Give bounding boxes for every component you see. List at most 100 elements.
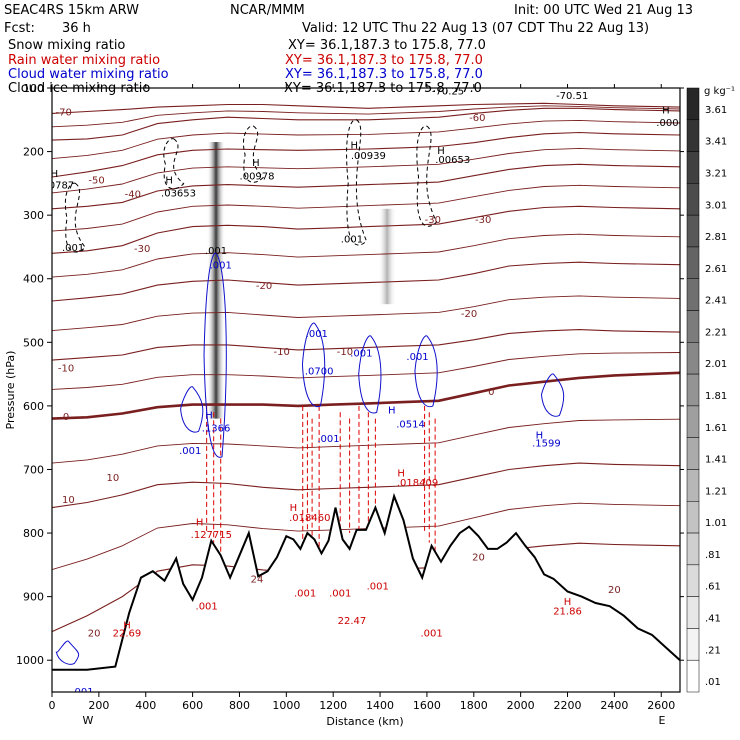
- high-marker: H: [205, 411, 213, 422]
- colorbar-swatch: [686, 437, 700, 470]
- contour-label: 21.86: [553, 606, 582, 617]
- contour-label: -10: [58, 364, 74, 375]
- x-tick-label: 2400: [600, 699, 628, 712]
- contour-label: .00939: [351, 151, 386, 162]
- y-tick-label: 300: [23, 209, 44, 222]
- colorbar-swatch: [686, 628, 700, 661]
- high-marker: H: [290, 503, 298, 514]
- model-title: SEAC4RS 15km ARW: [4, 3, 139, 18]
- contour-label: -70.25: [432, 86, 464, 97]
- contour-label: -10: [273, 347, 289, 358]
- contour-label: .001: [210, 261, 232, 272]
- colorbar-label: .41: [705, 614, 721, 625]
- colorbar-swatch: [686, 119, 700, 152]
- contour-label: -40: [125, 189, 141, 200]
- valid-time: Valid: 12 UTC Thu 22 Aug 13 (07 CDT Thu …: [302, 21, 649, 36]
- x-tick-label: 0: [49, 699, 56, 712]
- contour-label: .001: [306, 329, 328, 340]
- colorbar-label: 3.21: [705, 168, 727, 179]
- x-tick-label: 2000: [507, 699, 535, 712]
- x-tick-label: 1000: [272, 699, 300, 712]
- contour-label: .0514: [396, 420, 425, 431]
- contour-label: -20: [256, 281, 272, 292]
- colorbar-label: 2.81: [705, 232, 727, 243]
- isotherm-line: [52, 163, 680, 210]
- colorbar-swatch: [686, 596, 700, 629]
- x-tick-label: 400: [135, 699, 156, 712]
- isotherm-line: [52, 295, 680, 332]
- x-tick-label: 2200: [554, 699, 582, 712]
- cloud-ice-contour: [243, 125, 265, 183]
- high-marker: H: [536, 430, 544, 441]
- cloud-water-contour: [540, 373, 565, 417]
- field-xy-rain: XY= 36.1,187.3 to 175.8, 77.0: [285, 53, 483, 68]
- isotherm-line: [52, 184, 680, 232]
- isotherm-line: [52, 102, 680, 114]
- colorbar-label: 2.21: [705, 327, 727, 338]
- high-marker: H: [252, 158, 260, 169]
- contour-label: .001: [294, 589, 316, 600]
- colorbar-swatch: [686, 405, 700, 438]
- colorbar-swatch: [686, 659, 700, 693]
- colorbar-label: .01: [705, 677, 721, 688]
- contour-label: -70.51: [556, 91, 588, 102]
- y-tick-label: 100: [23, 82, 44, 95]
- x-tick-label: 1400: [366, 699, 394, 712]
- contour-label: .1599: [532, 439, 561, 450]
- contour-label: -30: [134, 244, 150, 255]
- field-xy-cloud-water: XY= 36.1,187.3 to 175.8, 77.0: [285, 67, 483, 82]
- contour-label: .001: [341, 234, 363, 245]
- isotherm-line: [52, 502, 680, 571]
- fcst-value: 36 h: [62, 21, 91, 36]
- cloud-water-contour: [358, 335, 382, 414]
- y-tick-label: 400: [23, 273, 44, 286]
- contour-label: .001: [406, 352, 428, 363]
- isotherm-line: [52, 371, 680, 420]
- contour-label: 20: [88, 629, 101, 640]
- cloud-ice-contour: [416, 125, 438, 227]
- colorbar-label: .21: [705, 645, 721, 656]
- terrain-line: [52, 492, 680, 671]
- colorbar-label: 2.01: [705, 359, 727, 370]
- contour-label: .001: [205, 246, 227, 257]
- colorbar-label: 1.01: [705, 518, 727, 529]
- contour-label: 20: [472, 552, 485, 563]
- high-marker: H: [388, 406, 396, 417]
- contour-label: 10: [107, 473, 120, 484]
- y-tick-label: 500: [23, 336, 44, 349]
- colorbar: 3.61 3.41 3.21 3.01 2.81 2.61 2.41 2.21 2.01 1.81…: [686, 87, 727, 693]
- contour-label: -60: [469, 113, 485, 124]
- contour-label: .018409: [397, 478, 438, 489]
- colorbar-label: 3.01: [705, 200, 727, 211]
- high-marker: H: [123, 620, 131, 631]
- y-tick-label: 600: [23, 400, 44, 413]
- cloud-water-contour: [301, 322, 326, 408]
- contour-label: 0: [63, 412, 69, 423]
- contour-label: -30: [425, 215, 441, 226]
- contour-label: .001: [317, 434, 339, 445]
- contour-label: .001: [420, 629, 442, 640]
- contour-label: .00978: [240, 172, 275, 183]
- contour-label: .127715: [191, 530, 232, 541]
- high-marker: H: [196, 517, 204, 528]
- cloud-ice-contour: [163, 138, 185, 190]
- contour-label: .001: [71, 687, 93, 698]
- contour-label: .00787: [39, 180, 74, 191]
- colorbar-swatch: [686, 246, 700, 279]
- high-marker: H: [437, 146, 445, 157]
- isotherm-line: [52, 205, 680, 254]
- contour-label: .0000: [656, 118, 685, 129]
- colorbar-label: .81: [705, 550, 721, 561]
- isotherm-line: [52, 147, 680, 194]
- isotherm-line: [52, 119, 680, 160]
- colorbar-unit: g kg⁻¹: [704, 86, 735, 97]
- y-tick-label: 200: [23, 146, 44, 159]
- y-tick-label: 800: [23, 527, 44, 540]
- isotherm-line: [52, 107, 680, 141]
- contour-label: -20: [461, 309, 477, 320]
- contour-label: .001: [350, 348, 372, 359]
- plot-frame: [51, 87, 681, 693]
- y-axis-title: Pressure (hPa): [4, 351, 17, 430]
- contour-label: .03653: [161, 189, 196, 200]
